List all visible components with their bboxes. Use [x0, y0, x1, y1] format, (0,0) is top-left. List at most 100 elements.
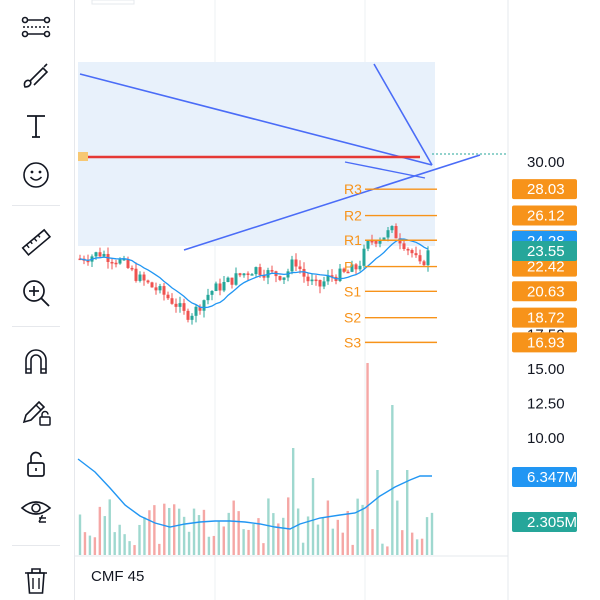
pivot-label-s3: S3	[344, 334, 361, 350]
text-tool-button[interactable]	[13, 106, 59, 146]
candle-body	[354, 264, 358, 270]
remove-drawings-tool-icon	[25, 568, 47, 594]
volume-bar	[177, 508, 181, 555]
pivot-badge-s2: 18.72	[527, 310, 565, 327]
remove-drawings-tool-button[interactable]	[13, 560, 59, 600]
volume-badge-bg	[512, 512, 577, 532]
trend-line-tool-icon	[21, 16, 51, 38]
lock-drawing-tool-icon	[22, 400, 51, 426]
volume-bar	[247, 529, 250, 555]
volume-bar	[227, 512, 230, 555]
candle-body	[330, 275, 334, 277]
hide-drawings-tool-button[interactable]	[13, 490, 59, 530]
candle-body	[310, 279, 314, 282]
volume-bar	[168, 507, 171, 555]
pivot-badge-r2: 26.12	[527, 208, 565, 225]
volume-bar	[287, 497, 290, 555]
candle-body	[382, 237, 386, 241]
volume-bar	[391, 405, 394, 555]
candle-body	[210, 291, 214, 295]
highlight-zone	[78, 62, 435, 246]
volume-bar	[182, 516, 186, 555]
volume-bar	[336, 519, 340, 555]
volume-bar	[425, 517, 429, 555]
volume-bar	[123, 534, 126, 555]
volume-bar	[242, 529, 245, 555]
wedge-lower-trendline[interactable]	[344, 161, 426, 179]
wedge-upper-trendline[interactable]	[373, 63, 433, 166]
price-axis-tick: 15.00	[527, 361, 565, 378]
volume-bar	[316, 524, 320, 555]
candle-body	[278, 276, 282, 280]
emoji-tool-icon	[23, 162, 49, 188]
indicator-label[interactable]: CMF 45	[91, 568, 145, 585]
volume-ma-badge: 6.347M	[527, 469, 577, 486]
zoom-in-tool-button[interactable]	[13, 273, 59, 313]
candle-body	[326, 275, 330, 282]
candle-body	[250, 274, 254, 276]
price-axis-tick: 10.00	[527, 430, 565, 447]
brush-tool-button[interactable]	[13, 57, 59, 97]
volume-bar	[282, 517, 285, 555]
candle-body	[242, 273, 246, 276]
candle-body	[138, 274, 142, 281]
volume-bar	[361, 504, 364, 555]
volume-bar	[143, 517, 146, 555]
pivot-badge-s3-bg	[512, 332, 577, 353]
volume-bar	[237, 511, 240, 555]
candle-body	[114, 262, 118, 265]
candle-body	[318, 280, 322, 287]
candle-body	[122, 258, 126, 261]
volume-bar	[257, 518, 260, 555]
ruler-tool-button[interactable]	[13, 222, 59, 262]
candle-body	[202, 300, 206, 311]
candle-body	[186, 310, 190, 320]
lock-drawing-tool-button[interactable]	[13, 392, 59, 432]
candle-body	[142, 274, 146, 281]
volume-bar	[272, 513, 275, 555]
top-strip	[91, 0, 135, 5]
candle-body	[306, 276, 310, 282]
volume-bar	[192, 508, 196, 555]
last-price-badge: 23.55	[527, 243, 565, 260]
ascending-trendline[interactable]	[183, 154, 481, 251]
volume-bar	[430, 512, 434, 555]
candle-body	[298, 266, 302, 269]
candle-body	[238, 273, 242, 276]
toolbar-separator	[12, 205, 60, 206]
volume-bar	[93, 537, 97, 555]
volume-bar	[98, 506, 102, 555]
volume-bar	[376, 470, 379, 555]
pivot-badge-s1-bg	[512, 281, 577, 302]
volume-bar	[410, 532, 414, 555]
pivot-badge-r3-bg	[512, 179, 577, 200]
volume-bar	[401, 530, 404, 555]
descending-trendline[interactable]	[79, 73, 433, 166]
volume-bar	[267, 498, 270, 555]
candle-body	[290, 259, 294, 272]
volume-bar	[197, 515, 201, 555]
lock-all-tool-button[interactable]	[13, 444, 59, 484]
candle-body	[166, 294, 170, 299]
candle-body	[110, 261, 114, 264]
pivot-badge-p-bg	[512, 256, 577, 277]
candle-body	[262, 274, 266, 278]
magnet-tool-button[interactable]	[13, 342, 59, 382]
candle-body	[426, 250, 430, 266]
chart-area[interactable]: R3R2R1PS1S2S330.0017.5015.0012.5010.0028…	[75, 0, 600, 600]
volume-bar	[202, 509, 206, 555]
volume-bar	[113, 532, 116, 555]
candle-body	[94, 252, 98, 257]
candle-body	[362, 248, 366, 266]
price-chart[interactable]: R3R2R1PS1S2S330.0017.5015.0012.5010.0028…	[75, 0, 600, 600]
candle-body	[198, 306, 202, 311]
candle-body	[102, 253, 106, 257]
trend-line-tool-button[interactable]	[13, 7, 59, 47]
volume-bar	[371, 529, 374, 555]
emoji-tool-button[interactable]	[13, 155, 59, 195]
volume-bar	[291, 448, 295, 555]
candle-body	[402, 243, 406, 249]
candle-body	[338, 268, 342, 282]
volume-bar	[311, 478, 315, 555]
volume-bar	[217, 521, 221, 555]
